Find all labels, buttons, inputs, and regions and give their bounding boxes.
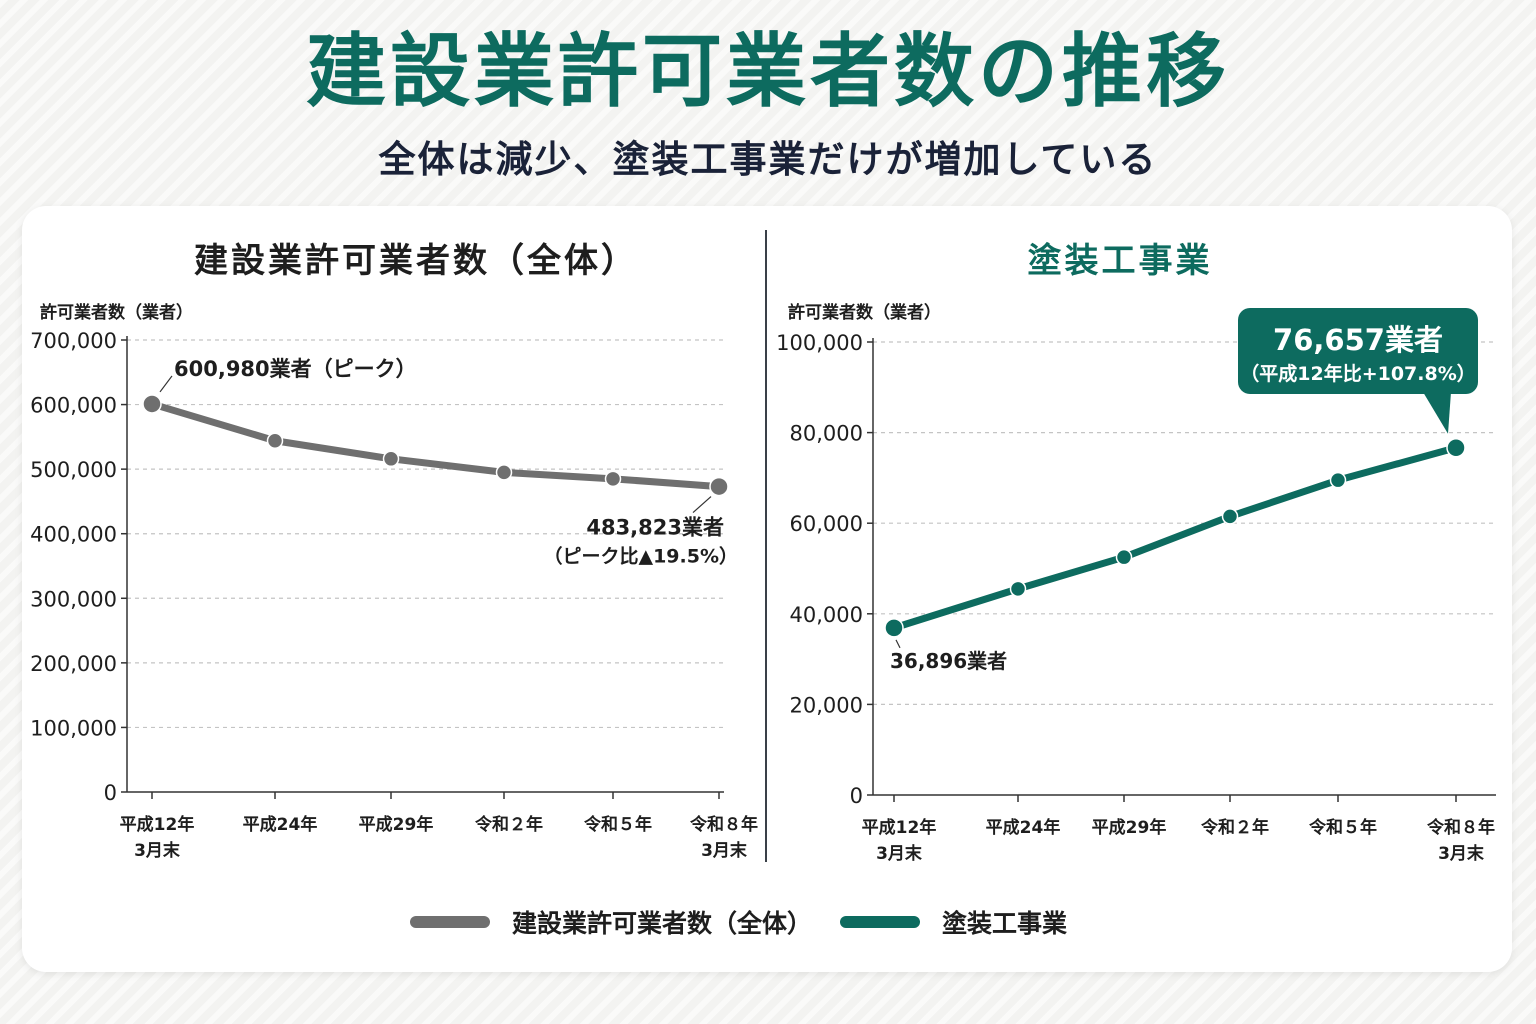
legend-swatch-total	[410, 916, 490, 928]
data-point	[1446, 437, 1466, 458]
chart-title: 塗装工事業	[1028, 241, 1213, 281]
legend: 建設業許可業者数（全体） 塗装工事業	[0, 900, 1536, 944]
x-tick-label: 3月末	[1438, 843, 1485, 864]
annotation-leader	[895, 639, 901, 649]
y-tick-label: 80,000	[790, 422, 863, 446]
y-tick-label: 700,000	[30, 329, 117, 353]
legend-swatch-painting	[840, 916, 920, 928]
data-point	[1009, 580, 1027, 598]
callout-value: 76,657業者	[1273, 323, 1443, 357]
callout-box	[1238, 308, 1478, 394]
annotation-leader	[159, 375, 173, 393]
x-tick-label: 平成24年	[243, 814, 318, 835]
data-point	[495, 464, 513, 481]
y-tick-label: 300,000	[30, 587, 117, 611]
y-axis-label: 許可業者数（業者）	[788, 302, 941, 323]
page-subtitle: 全体は減少、塗装工事業だけが増加している	[378, 138, 1158, 181]
x-tick-label: 平成24年	[986, 817, 1061, 838]
data-point	[884, 618, 904, 638]
y-tick-label: 500,000	[30, 458, 117, 482]
data-point	[1329, 471, 1347, 489]
y-tick-label: 200,000	[30, 652, 117, 676]
legend-label-painting: 塗装工事業	[942, 909, 1068, 938]
x-tick-label: 令和５年	[584, 814, 652, 835]
series-line	[890, 444, 1460, 632]
page-title: 建設業許可業者数の推移	[306, 25, 1230, 118]
series-line	[148, 400, 723, 491]
annotation-leader	[692, 496, 712, 514]
data-point	[604, 470, 622, 488]
annotation-latest-change: （ピーク比▲19.5%）	[543, 545, 738, 568]
data-point	[142, 394, 162, 414]
legend-item-total: 建設業許可業者数（全体）	[410, 900, 812, 944]
x-tick-label: 3月末	[876, 843, 923, 864]
data-point	[1221, 508, 1239, 525]
y-tick-label: 100,000	[30, 716, 117, 740]
y-tick-label: 0	[850, 784, 863, 808]
x-tick-label: 3月末	[701, 840, 748, 861]
x-tick-label: 令和５年	[1309, 817, 1377, 838]
y-tick-label: 0	[104, 781, 117, 805]
y-tick-label: 60,000	[790, 512, 863, 536]
x-tick-label: 令和８年	[690, 814, 758, 835]
callout-change: （平成12年比+107.8%）	[1240, 362, 1476, 385]
x-tick-label: 平成29年	[359, 814, 434, 835]
x-tick-label: 3月末	[134, 840, 181, 861]
annotation-latest-value: 483,823業者	[586, 516, 724, 540]
y-axis-label: 許可業者数（業者）	[40, 302, 193, 323]
legend-label-total: 建設業許可業者数（全体）	[512, 909, 813, 938]
y-tick-label: 600,000	[30, 394, 117, 418]
data-point	[1115, 548, 1133, 566]
x-tick-label: 平成12年	[862, 817, 937, 838]
y-tick-label: 100,000	[776, 331, 863, 355]
panel-divider	[765, 230, 767, 862]
legend-item-painting: 塗装工事業	[840, 900, 1067, 944]
x-tick-label: 令和８年	[1427, 817, 1495, 838]
data-point	[709, 476, 729, 497]
y-tick-label: 400,000	[30, 523, 117, 547]
y-tick-label: 20,000	[790, 693, 863, 717]
callout-pointer	[1423, 392, 1451, 434]
y-tick-label: 40,000	[790, 603, 863, 627]
chart-title: 建設業許可業者数（全体）	[194, 241, 638, 281]
x-tick-label: 平成29年	[1092, 817, 1167, 838]
chart-total: 建設業許可業者数（全体）許可業者数（業者） 0 100,000 200,000 300,…	[30, 241, 758, 861]
data-point	[382, 450, 400, 468]
x-tick-label: 令和２年	[1201, 817, 1269, 838]
annotation-peak: 600,980業者（ピーク）	[174, 357, 417, 381]
x-tick-label: 平成12年	[120, 814, 195, 835]
x-tick-label: 令和２年	[475, 814, 543, 835]
data-point	[266, 432, 284, 449]
annotation-start: 36,896業者	[890, 649, 1007, 673]
